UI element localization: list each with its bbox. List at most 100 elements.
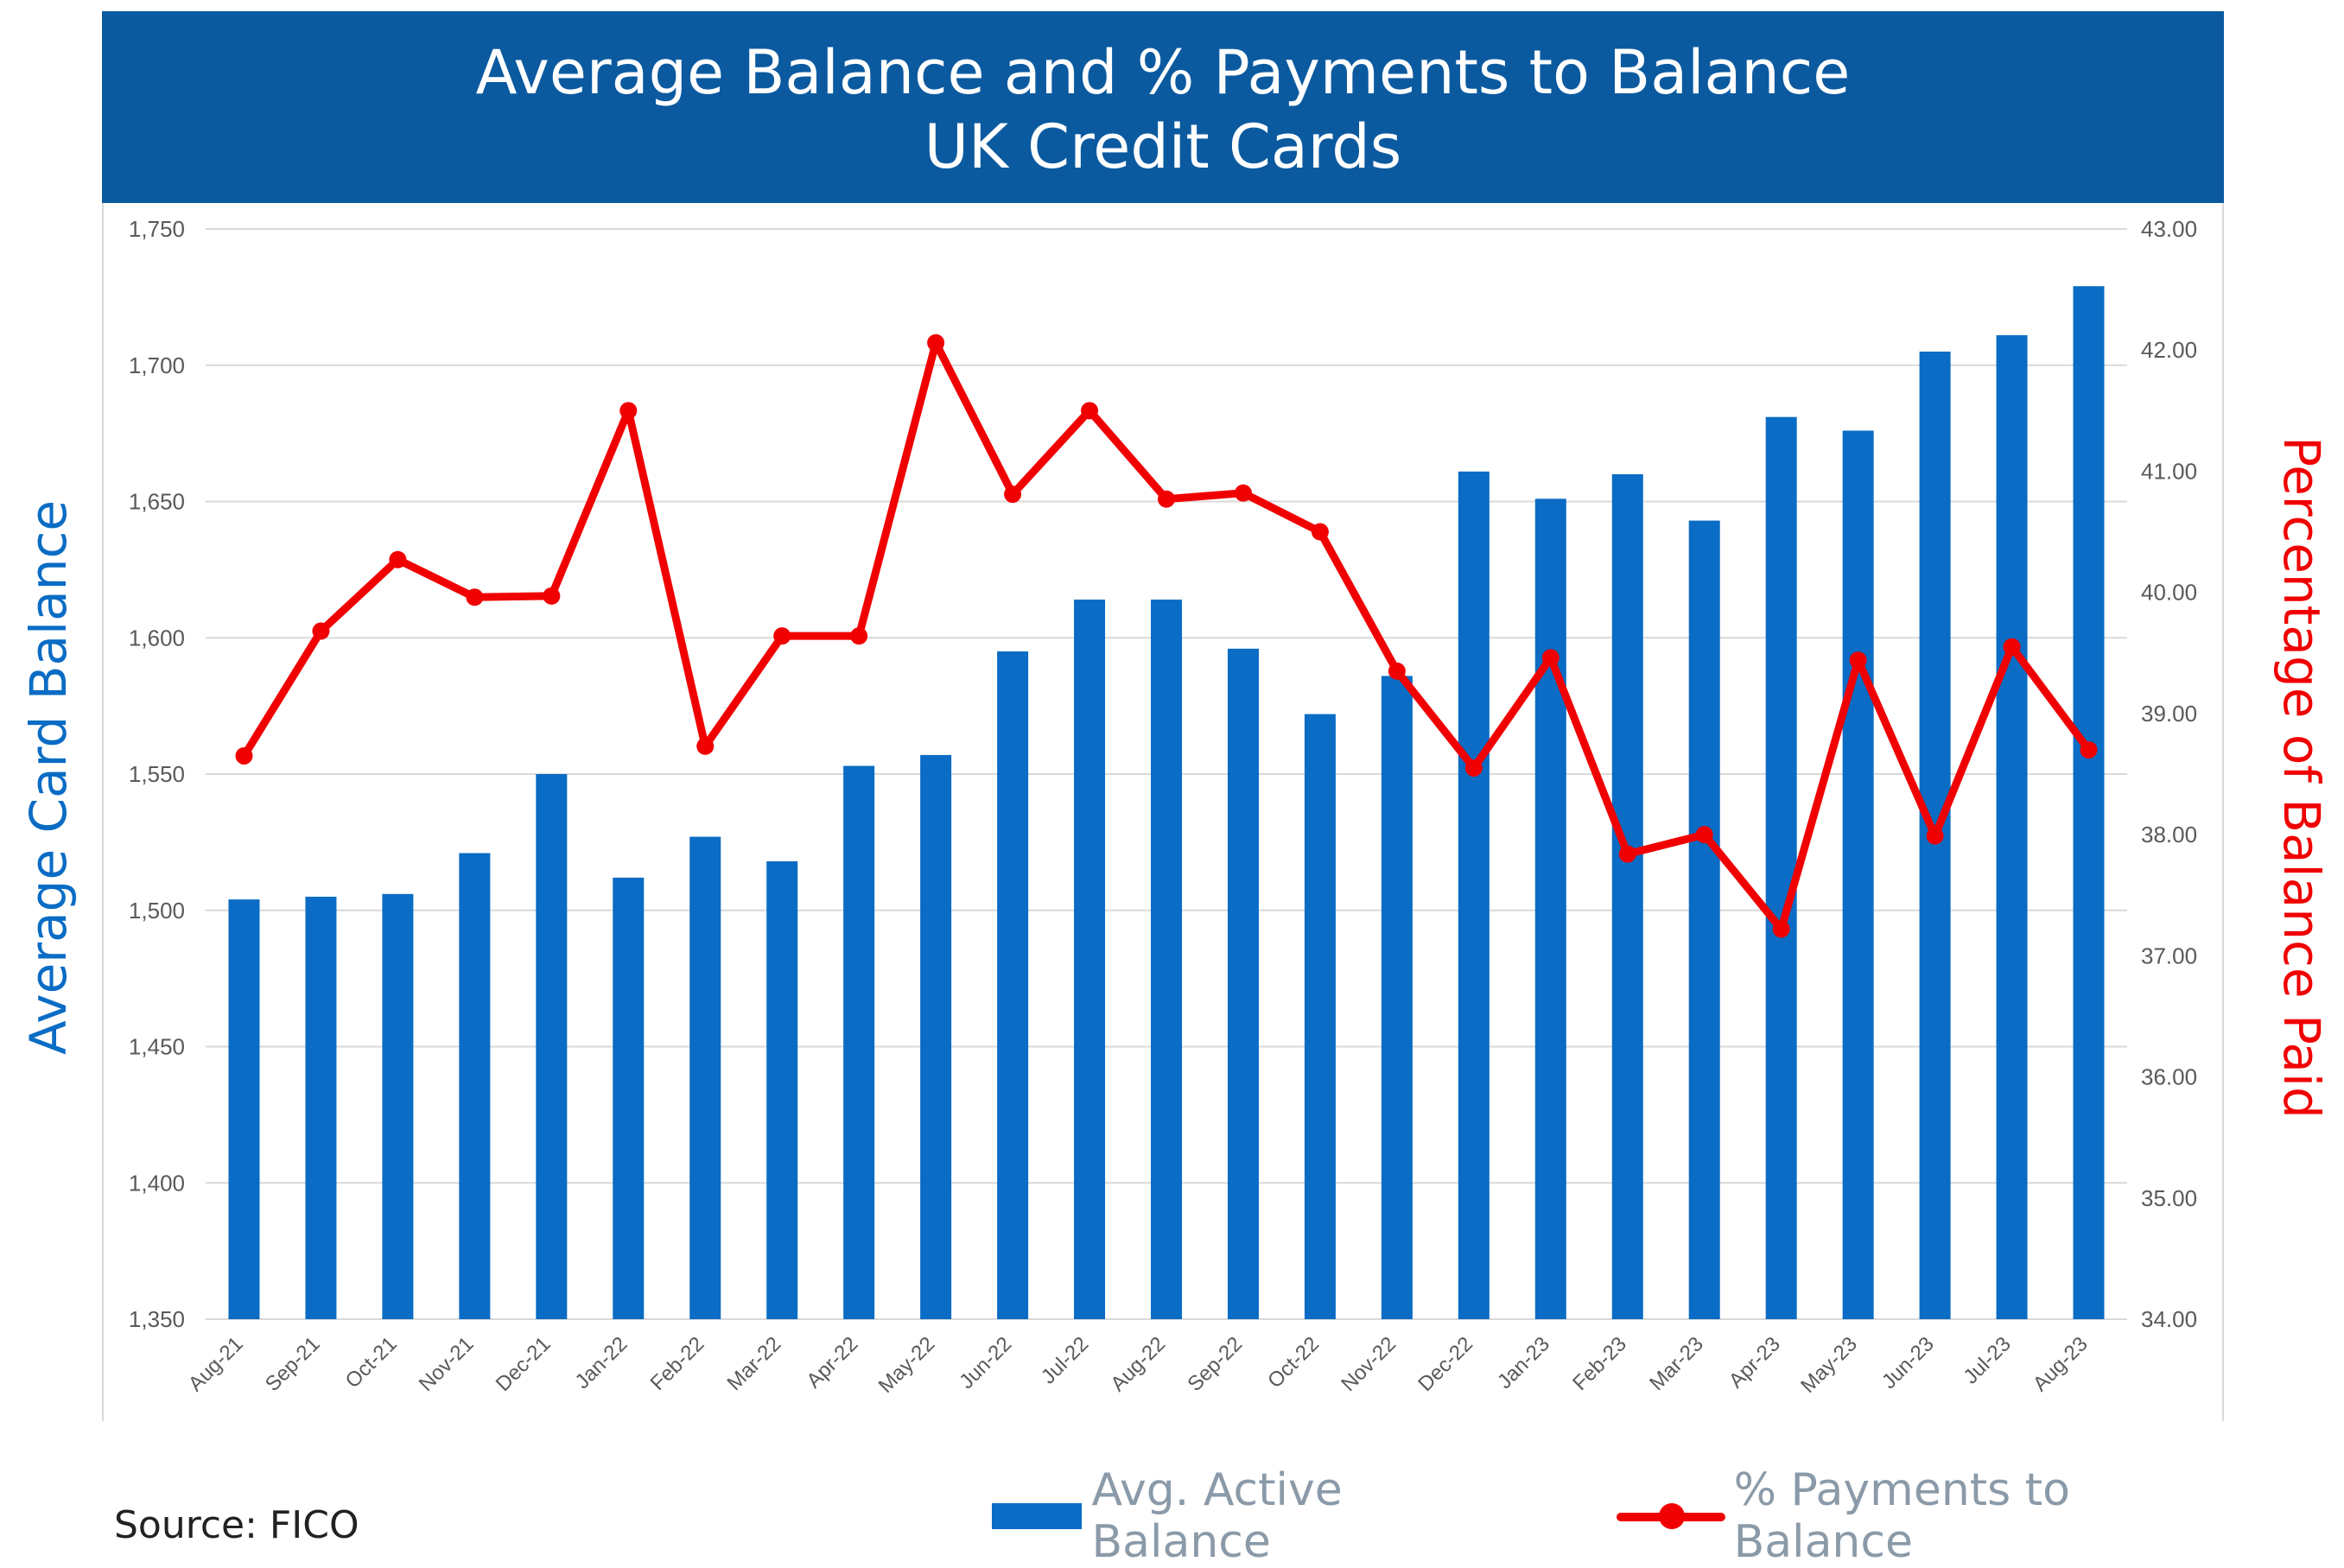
bar xyxy=(305,896,337,1319)
left-tick-label: 1,550 xyxy=(129,761,185,787)
bar xyxy=(382,893,414,1319)
right-tick-label: 35.00 xyxy=(2141,1185,2197,1211)
x-tick-label: Feb-23 xyxy=(1568,1332,1631,1395)
x-tick-label: Aug-21 xyxy=(184,1332,248,1396)
x-tick-label: Jul-23 xyxy=(1959,1332,2015,1388)
x-tick-label: Jun-23 xyxy=(1877,1332,1939,1393)
line-point xyxy=(1772,920,1790,938)
x-tick-label: Sep-21 xyxy=(261,1332,325,1396)
bar xyxy=(1765,416,1797,1319)
bar xyxy=(1842,430,1874,1320)
x-tick-label: Dec-22 xyxy=(1413,1332,1477,1396)
left-tick-label: 1,700 xyxy=(129,352,185,378)
bar xyxy=(228,899,260,1319)
bar xyxy=(997,651,1029,1319)
line-point xyxy=(1081,402,1099,420)
left-axis-title: Average Card Balance xyxy=(19,500,78,1055)
chart-legend: Avg. Active Balance % Payments to Balanc… xyxy=(992,1464,2344,1568)
bar xyxy=(459,853,491,1319)
legend-item-line: % Payments to Balance xyxy=(1617,1464,2261,1568)
bar xyxy=(1381,676,1413,1319)
legend-bar-label: Avg. Active Balance xyxy=(1091,1464,1343,1568)
chart-plot: 1,350 1,400 1,450 1,500 1,550 1,600 1,650 1,700… xyxy=(19,216,2331,1398)
bar xyxy=(1151,600,1182,1319)
legend-line-label: % Payments to Balance xyxy=(1733,1464,2070,1568)
bar xyxy=(1074,600,1106,1319)
bar xyxy=(1534,498,1566,1319)
bar xyxy=(1304,714,1336,1319)
bar xyxy=(1227,648,1259,1319)
bar xyxy=(1996,335,2028,1319)
x-tick-label: Mar-22 xyxy=(723,1332,786,1395)
x-tick-label: Aug-23 xyxy=(2029,1332,2093,1396)
x-tick-label: Jan-23 xyxy=(1493,1332,1554,1393)
bar xyxy=(1611,473,1643,1319)
chart-title: Average Balance and % Payments to Balanc… xyxy=(475,37,1851,108)
left-tick-label: 1,450 xyxy=(129,1034,185,1060)
legend-line-swatch xyxy=(1617,1503,1726,1529)
right-tick-label: 37.00 xyxy=(2141,943,2197,968)
x-tick-label: Jun-22 xyxy=(955,1332,1016,1393)
line-point xyxy=(235,746,253,765)
x-tick-label: Oct-21 xyxy=(341,1332,402,1393)
x-tick-label: Oct-22 xyxy=(1263,1332,1324,1393)
right-tick-label: 42.00 xyxy=(2141,337,2197,363)
x-tick-label: Apr-23 xyxy=(1725,1332,1785,1393)
line-point xyxy=(1464,759,1483,777)
line-point xyxy=(1004,486,1022,504)
line-point xyxy=(389,550,407,568)
right-tick-label: 36.00 xyxy=(2141,1064,2197,1090)
line-point xyxy=(1234,484,1252,502)
right-tick-label: 39.00 xyxy=(2141,701,2197,727)
line-point xyxy=(619,402,638,420)
line-point xyxy=(543,587,561,605)
line-point xyxy=(1158,490,1175,508)
bar xyxy=(613,877,645,1319)
left-tick-label: 1,750 xyxy=(129,216,185,242)
bar xyxy=(536,774,568,1319)
line-point xyxy=(1311,523,1329,541)
bar xyxy=(1688,520,1720,1319)
left-tick-label: 1,500 xyxy=(129,898,185,924)
left-tick-label: 1,650 xyxy=(129,489,185,515)
line-point xyxy=(312,622,330,640)
x-tick-label: Dec-21 xyxy=(492,1332,556,1396)
line-point xyxy=(696,737,715,755)
source-note: Source: FICO xyxy=(114,1503,359,1547)
bar xyxy=(2073,286,2105,1319)
bar xyxy=(843,765,875,1319)
x-tick-label: May-23 xyxy=(1796,1332,1862,1398)
line-point xyxy=(1618,845,1636,863)
left-tick-label: 1,350 xyxy=(129,1306,185,1332)
line-point xyxy=(850,627,868,645)
x-tick-label: Apr-22 xyxy=(802,1332,862,1393)
line-point xyxy=(2003,638,2021,656)
line-point xyxy=(927,333,945,352)
legend-bar-swatch xyxy=(992,1503,1082,1529)
bar xyxy=(766,860,798,1319)
right-tick-label: 40.00 xyxy=(2141,580,2197,606)
chart-title-banner: Average Balance and % Payments to Balanc… xyxy=(102,11,2224,203)
right-tick-label: 41.00 xyxy=(2141,458,2197,484)
bar xyxy=(689,836,721,1319)
x-tick-label: Mar-23 xyxy=(1645,1332,1708,1395)
line-point xyxy=(466,588,484,606)
right-tick-label: 43.00 xyxy=(2141,216,2197,242)
left-tick-label: 1,600 xyxy=(129,625,185,651)
line-point xyxy=(1388,662,1406,680)
line-point xyxy=(2080,740,2098,759)
x-tick-label: Jan-22 xyxy=(571,1332,632,1393)
line-point xyxy=(1926,827,1944,845)
line-point xyxy=(1541,649,1559,667)
bar xyxy=(1458,471,1490,1319)
legend-item-bar: Avg. Active Balance xyxy=(992,1464,1534,1568)
chart-frame xyxy=(102,203,2224,1421)
line-point xyxy=(1849,651,1867,670)
x-tick-label: Aug-22 xyxy=(1106,1332,1170,1396)
line-point xyxy=(1695,826,1713,844)
right-tick-label: 34.00 xyxy=(2141,1306,2197,1332)
right-tick-label: 38.00 xyxy=(2141,822,2197,847)
left-tick-label: 1,400 xyxy=(129,1170,185,1196)
line-point xyxy=(773,627,791,645)
x-tick-label: Jul-22 xyxy=(1037,1332,1093,1388)
